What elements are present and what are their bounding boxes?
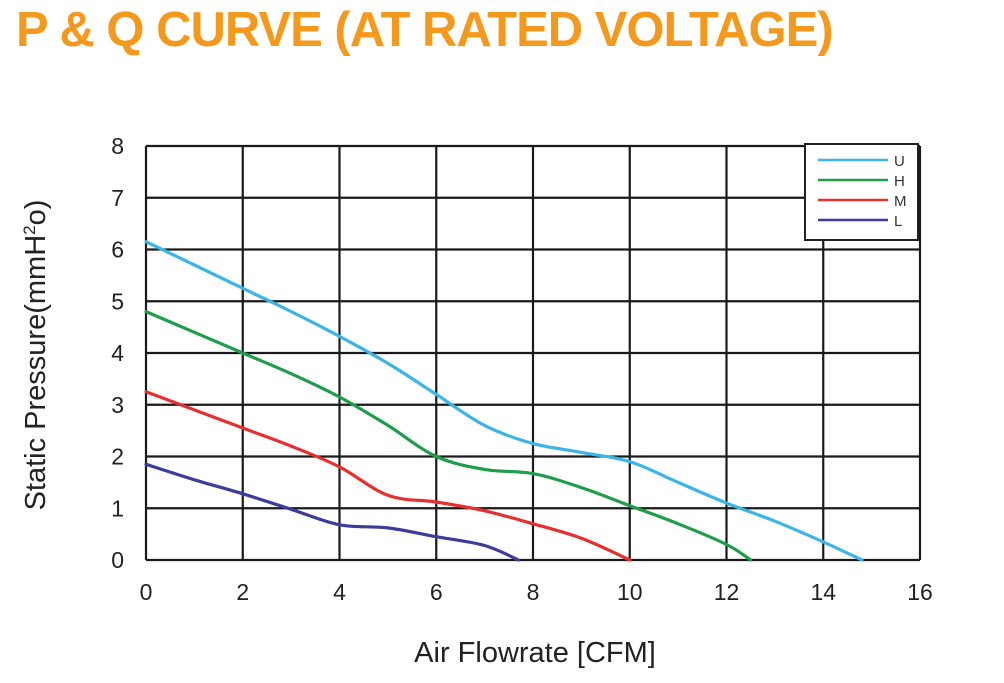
series-line-m	[144, 390, 632, 562]
x-tick-label: 2	[236, 579, 249, 605]
x-tick-label: 8	[527, 579, 540, 605]
x-tick-label: 10	[617, 579, 643, 605]
legend-label-l: L	[894, 213, 902, 230]
x-axis-label: Air Flowrate [CFM]	[414, 637, 656, 669]
y-tick-label: 3	[111, 392, 124, 418]
x-tick-label: 12	[714, 579, 740, 605]
y-axis-label: Static Pressure(mmH2o)	[20, 200, 52, 511]
chart-title: P & Q CURVE (AT RATED VOLTAGE)	[16, 3, 834, 57]
y-tick-label: 1	[111, 495, 124, 521]
x-tick-label: 16	[907, 579, 933, 605]
y-axis-label-main: Static Pressure(mmH	[20, 235, 52, 511]
y-tick-label: 7	[111, 185, 124, 211]
y-tick-label: 2	[111, 444, 124, 470]
legend-label-m: M	[894, 193, 907, 210]
legend-label-h: H	[894, 173, 905, 190]
x-tick-label: 4	[333, 579, 346, 605]
x-tick-label: 14	[810, 579, 836, 605]
x-tick-label: 0	[140, 579, 153, 605]
y-tick-label: 0	[111, 547, 124, 573]
y-tick-label: 5	[111, 288, 124, 314]
series-lines	[144, 240, 864, 562]
y-tick-label: 8	[111, 133, 124, 159]
legend-label-u: U	[894, 153, 905, 170]
series-line-u	[144, 240, 864, 562]
y-tick-label: 4	[111, 340, 124, 366]
series-line-h	[144, 310, 753, 562]
y-tick-label: 6	[111, 237, 124, 263]
series-line-l	[144, 462, 521, 562]
y-axis-label-end: o)	[20, 200, 52, 226]
y-axis-label-superscript: 2	[20, 225, 39, 234]
x-tick-label: 6	[430, 579, 443, 605]
grid	[144, 144, 922, 562]
